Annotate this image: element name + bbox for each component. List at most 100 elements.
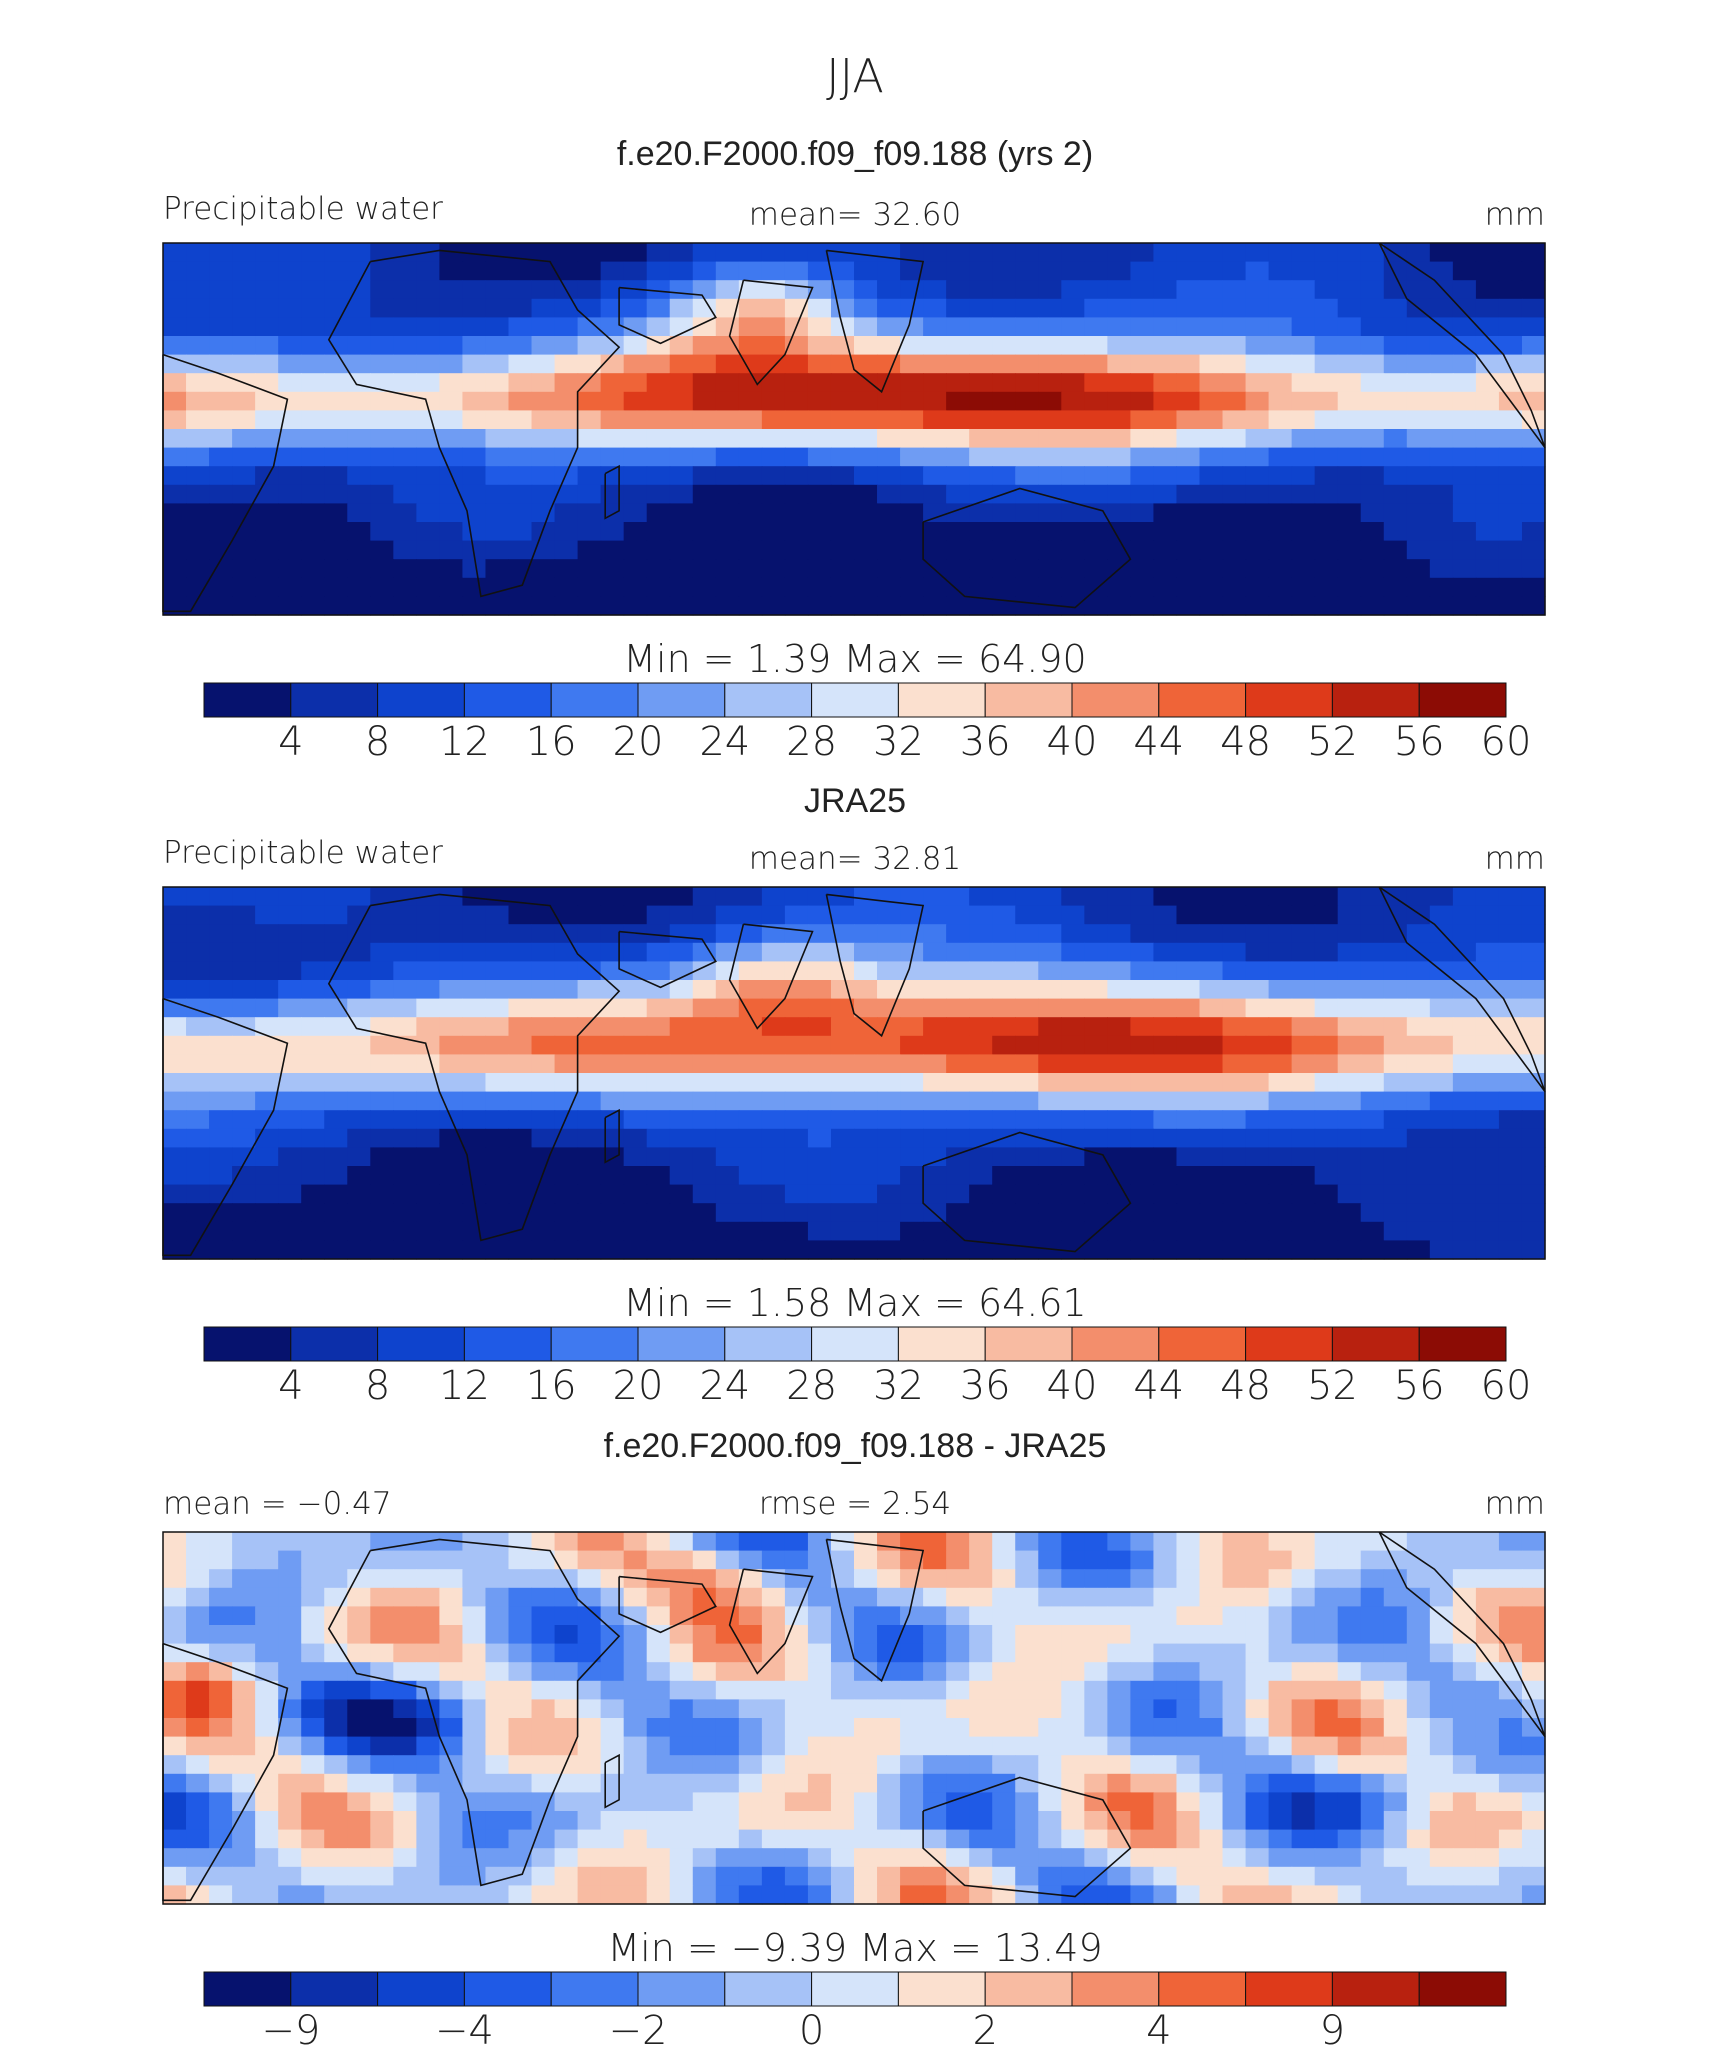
map-cell xyxy=(370,503,394,523)
map-cell xyxy=(1452,559,1477,579)
map-cell xyxy=(623,298,648,318)
map-field xyxy=(163,887,1546,1260)
map-cell xyxy=(209,1035,233,1055)
map-cell xyxy=(646,1240,671,1260)
map-cell xyxy=(646,503,671,523)
map-cell xyxy=(854,1221,878,1241)
map-cell xyxy=(278,1550,302,1570)
map-cell xyxy=(347,1699,371,1719)
map-cell xyxy=(1498,1184,1523,1204)
colorbar-tick-label: 28 xyxy=(786,719,837,765)
map-cell xyxy=(439,1885,464,1905)
map-cell xyxy=(163,1773,187,1793)
map-cell xyxy=(1245,1699,1270,1719)
map-cell xyxy=(1268,1792,1293,1812)
map-cell xyxy=(301,1240,325,1260)
map-cell xyxy=(255,447,279,467)
map-cell xyxy=(1199,1221,1224,1241)
map-cell xyxy=(301,577,325,597)
map-cell xyxy=(1245,1221,1270,1241)
map-cell xyxy=(1038,980,1062,1000)
map-cell xyxy=(1153,1203,1178,1223)
map-cell xyxy=(969,1073,993,1093)
map-cell xyxy=(692,1662,717,1682)
map-cell xyxy=(1107,1128,1131,1148)
map-cell xyxy=(715,596,740,616)
map-cell xyxy=(462,522,487,542)
map-cell xyxy=(301,905,325,925)
map-cell xyxy=(485,1587,510,1607)
map-cell xyxy=(301,887,325,907)
map-cell xyxy=(439,429,464,449)
map-cell xyxy=(554,429,579,449)
map-cell xyxy=(1498,1755,1523,1775)
map-cell xyxy=(877,1755,901,1775)
map-cell xyxy=(1199,1166,1224,1186)
map-cell xyxy=(439,1035,464,1055)
map-cell xyxy=(1061,429,1085,449)
map-cell xyxy=(347,559,371,579)
map-cell xyxy=(554,373,579,393)
map-cell xyxy=(1130,484,1155,504)
map-cell xyxy=(1084,998,1108,1018)
map-cell xyxy=(600,1792,625,1812)
map-cell xyxy=(1383,484,1408,504)
map-cell xyxy=(1222,1128,1247,1148)
map-cell xyxy=(1268,1773,1293,1793)
coastline xyxy=(618,930,717,989)
map-cell xyxy=(692,1736,717,1756)
map-cell xyxy=(830,1147,855,1167)
map-cell xyxy=(347,1550,371,1570)
map-cell xyxy=(877,1240,901,1260)
map-cell xyxy=(209,1128,233,1148)
map-cell xyxy=(485,1035,510,1055)
map-cell xyxy=(1084,243,1108,263)
map-cell xyxy=(900,1221,924,1241)
map-cell xyxy=(738,1848,763,1868)
map-cell xyxy=(393,243,417,263)
map-cell xyxy=(1314,559,1339,579)
map-cell xyxy=(784,1792,809,1812)
map-cell xyxy=(830,1128,855,1148)
map-cell xyxy=(485,317,510,337)
map-cell xyxy=(209,354,233,374)
map-cell xyxy=(761,559,786,579)
map-cell xyxy=(761,317,786,337)
map-cell xyxy=(946,261,970,281)
map-cell xyxy=(669,1699,694,1719)
map-cell xyxy=(1314,942,1339,962)
map-cell xyxy=(1406,1792,1431,1812)
map-cell xyxy=(1084,1110,1108,1130)
map-cell xyxy=(1521,317,1546,337)
map-cell xyxy=(1199,924,1224,944)
map-cell xyxy=(715,261,740,281)
map-cell xyxy=(692,1073,717,1093)
map-cell xyxy=(278,1792,302,1812)
map-cell xyxy=(370,429,394,449)
map-cell xyxy=(923,961,947,981)
map-cell xyxy=(1199,1532,1224,1552)
map-cell xyxy=(186,1625,210,1645)
map-cell xyxy=(1383,1662,1408,1682)
map-cell xyxy=(1061,522,1085,542)
map-cell xyxy=(462,1240,487,1260)
map-cell xyxy=(370,373,394,393)
map-cell xyxy=(646,596,671,616)
map-cell xyxy=(1153,1221,1178,1241)
map-cell xyxy=(1521,447,1546,467)
map-cell xyxy=(600,577,625,597)
map-cell xyxy=(1015,1662,1039,1682)
map-cell xyxy=(462,1755,487,1775)
map-cell xyxy=(1452,1054,1477,1074)
map-cell xyxy=(1337,261,1362,281)
map-cell xyxy=(278,503,302,523)
colorbar-box xyxy=(290,1326,379,1362)
map-cell xyxy=(877,1203,901,1223)
map-cell xyxy=(255,1848,279,1868)
map-cell xyxy=(646,1662,671,1682)
map-cell xyxy=(393,1662,417,1682)
map-cell xyxy=(1383,373,1408,393)
map-cell xyxy=(1268,391,1293,411)
map-cell xyxy=(1383,540,1408,560)
map-cell xyxy=(577,1240,602,1260)
